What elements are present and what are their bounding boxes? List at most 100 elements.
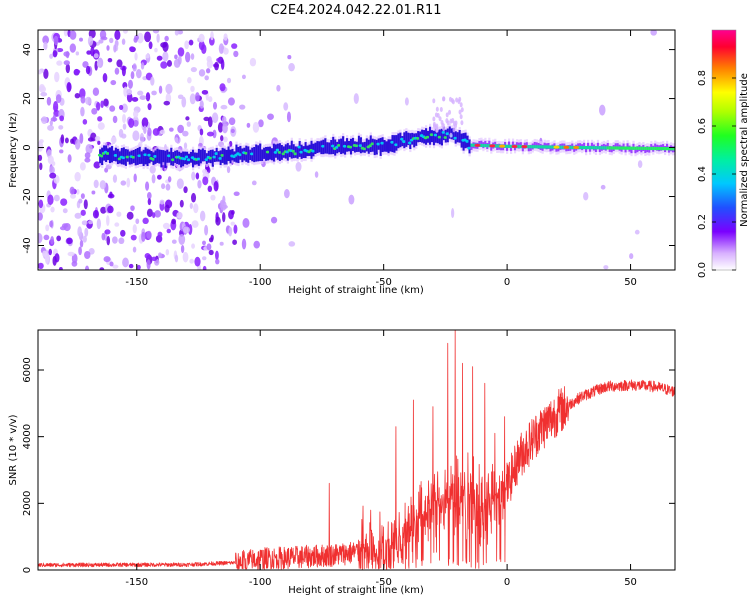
signal-cell <box>257 145 260 162</box>
signal-cell <box>409 133 412 150</box>
signal-core <box>559 145 562 149</box>
noise-speck <box>436 113 440 119</box>
signal-core <box>441 130 446 134</box>
signal-core <box>551 145 554 149</box>
noise-speck <box>162 51 169 62</box>
noise-speck <box>276 84 281 92</box>
noise-speck <box>288 62 295 72</box>
signal-cell <box>417 131 420 143</box>
noise-speck <box>204 75 209 81</box>
noise-speck <box>58 266 63 270</box>
noise-speck <box>220 104 228 110</box>
noise-speck <box>93 53 99 59</box>
noise-speck <box>71 253 78 264</box>
signal-core <box>673 147 675 151</box>
noise-speck <box>109 105 116 112</box>
noise-speck <box>228 117 236 126</box>
noise-speck <box>458 96 462 102</box>
signal-cell <box>116 148 120 165</box>
noise-speck <box>220 135 224 142</box>
signal-core <box>533 145 536 149</box>
noise-speck <box>100 36 108 41</box>
signal-core <box>354 144 359 148</box>
noise-speck <box>201 256 207 261</box>
signal-core <box>467 146 471 150</box>
signal-cell <box>346 138 349 152</box>
x-tick-label: 0 <box>504 277 510 288</box>
signal-cell <box>296 146 299 159</box>
noise-speck <box>213 180 219 192</box>
noise-speck <box>176 178 184 189</box>
signal-core <box>277 151 282 154</box>
signal-core <box>429 133 434 137</box>
noise-speck <box>144 253 151 259</box>
noise-speck <box>314 171 319 178</box>
signal-core <box>496 144 499 148</box>
noise-speck <box>147 127 152 137</box>
noise-speck <box>134 52 138 61</box>
noise-speck <box>120 229 126 237</box>
signal-core <box>671 147 675 151</box>
noise-speck <box>128 79 133 89</box>
signal-hotspot <box>521 145 528 149</box>
noise-speck <box>79 133 84 144</box>
signal-cell <box>128 151 131 165</box>
noise-speck <box>39 139 44 144</box>
noise-speck <box>177 124 185 134</box>
signal-core <box>125 155 130 159</box>
noise-speck <box>432 121 436 127</box>
noise-speck <box>182 226 190 234</box>
noise-speck <box>146 208 153 218</box>
noise-speck <box>60 134 65 144</box>
signal-core <box>618 146 621 150</box>
signal-core <box>632 146 635 150</box>
signal-core <box>470 143 473 147</box>
noise-speck <box>233 224 238 234</box>
noise-speck <box>179 199 184 208</box>
signal-cell <box>294 146 297 158</box>
noise-speck <box>50 206 55 213</box>
snr-x-label: Height of straight line (km) <box>288 585 424 596</box>
noise-speck <box>214 61 219 71</box>
noise-speck <box>82 61 89 68</box>
signal-core <box>425 135 430 139</box>
noise-speck <box>97 116 103 122</box>
signal-core <box>652 146 655 151</box>
signal-core <box>482 143 485 148</box>
signal-core <box>592 146 596 150</box>
colorbar-tick-label: 0.4 <box>697 166 708 182</box>
noise-speck <box>69 186 75 195</box>
noise-speck <box>123 86 128 97</box>
signal-cell <box>419 131 422 142</box>
signal-core <box>415 136 420 140</box>
signal-cell <box>318 141 321 153</box>
noise-speck <box>219 241 224 246</box>
noise-speck <box>107 205 114 214</box>
x-tick-label: -100 <box>249 277 272 288</box>
noise-speck <box>198 69 206 77</box>
signal-cell <box>507 141 511 148</box>
signal-cell <box>383 139 386 152</box>
signal-core <box>484 143 487 148</box>
y-tick-label: -20 <box>22 188 33 204</box>
spectrogram-y-label: Frequency (Hz) <box>8 112 19 188</box>
noise-speck <box>189 202 193 210</box>
signal-core <box>579 145 582 150</box>
noise-speck <box>86 50 92 55</box>
noise-speck <box>186 121 191 127</box>
noise-speck <box>439 106 443 112</box>
signal-core <box>151 157 155 161</box>
colorbar-tick-label: 0.2 <box>697 214 708 230</box>
signal-cell <box>415 133 418 146</box>
signal-core <box>208 156 213 160</box>
noise-speck <box>167 176 172 183</box>
x-tick-label: -50 <box>375 577 391 588</box>
signal-cell <box>614 143 617 150</box>
noise-speck <box>164 204 170 213</box>
snr-line <box>38 330 675 570</box>
signal-core <box>105 152 110 155</box>
signal-cell <box>490 144 493 151</box>
spectrogram-frame <box>37 29 676 271</box>
colorbar-ticks: 0.0 0.2 0.4 0.6 0.8 <box>697 70 736 278</box>
signal-cell <box>381 137 384 153</box>
